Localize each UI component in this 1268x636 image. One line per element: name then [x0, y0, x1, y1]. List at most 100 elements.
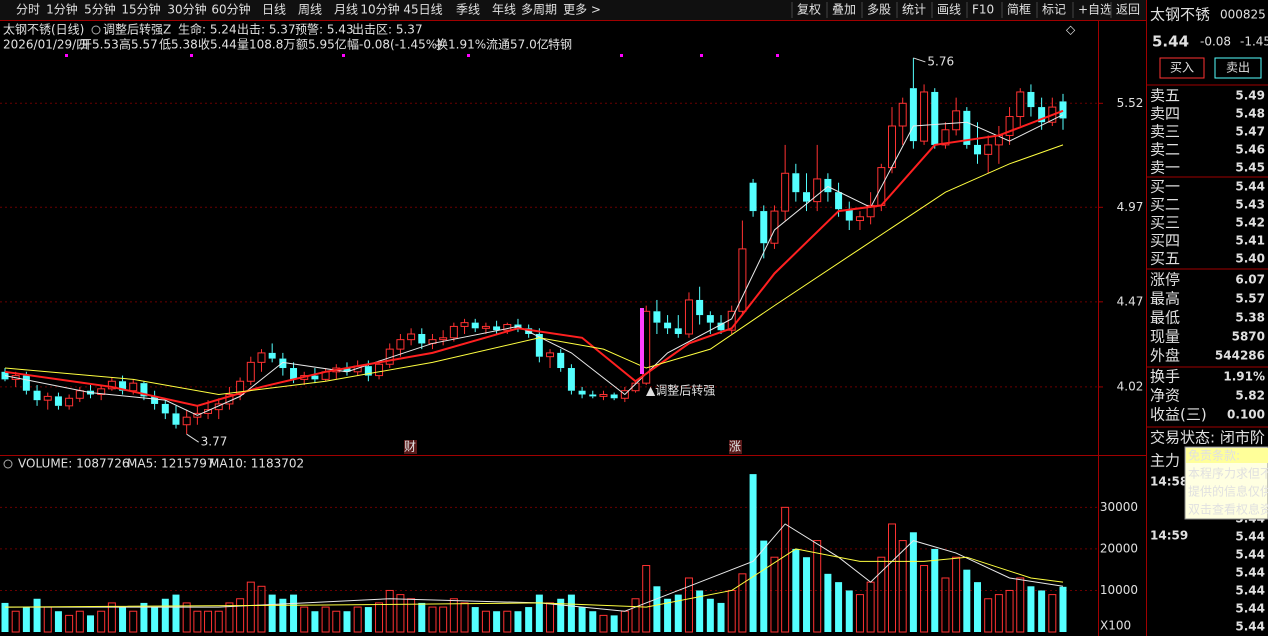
buy-button[interactable] [1159, 57, 1205, 79]
candle-body [268, 352, 276, 359]
tool-button[interactable]: 叠加 [832, 3, 856, 17]
period-tab[interactable]: 更多 > [563, 3, 601, 17]
stock-name: 太钢不锈 [1150, 6, 1210, 24]
tool-button[interactable]: 画线 [937, 3, 961, 17]
period-tab[interactable]: 多周期 [521, 3, 557, 17]
volume-bar [151, 607, 159, 632]
sell-button[interactable] [1214, 57, 1262, 79]
row-label: 净资 [1150, 387, 1180, 405]
volume-bar [994, 594, 1003, 633]
tool-button[interactable]: 标记 [1042, 3, 1066, 17]
volume-bar [460, 602, 469, 633]
tick-price: 5.44 [1235, 530, 1265, 544]
period-tab[interactable]: 年线 [492, 3, 516, 17]
period-tab[interactable]: 周线 [298, 3, 322, 17]
volume-bar [204, 610, 213, 633]
candle-body [449, 325, 458, 339]
row-label: 涨停 [1150, 271, 1180, 289]
volume-bar [321, 606, 330, 633]
candle-body [557, 352, 565, 369]
row-value: 5.43 [1235, 198, 1265, 212]
volume-bar [749, 474, 757, 632]
candle-body [525, 328, 533, 334]
period-tab[interactable]: 5分钟 [84, 2, 116, 17]
period-tab[interactable]: 15分钟 [121, 2, 160, 17]
tool-button[interactable]: +自选 [1078, 3, 1112, 17]
candle-body [236, 380, 245, 395]
volume-bar [792, 548, 800, 632]
volume-bar [642, 565, 651, 633]
indicator-icon [91, 25, 101, 35]
candle-body [311, 375, 319, 380]
candle-body [749, 182, 757, 212]
volume-bar [952, 556, 961, 633]
volume-bar [471, 607, 479, 632]
candle-body [396, 339, 405, 350]
volume-bar [578, 607, 586, 632]
volume-bar [22, 607, 30, 632]
candle-body [182, 416, 191, 426]
volume-bar [1027, 586, 1035, 632]
buy-label[interactable]: 买入 [1170, 61, 1194, 75]
period-tab[interactable]: 30分钟 [167, 2, 206, 17]
candle-body [151, 396, 159, 404]
change: -0.08 [1200, 35, 1231, 49]
period-tab[interactable]: 分时 [16, 3, 40, 17]
row-value: 6.07 [1235, 273, 1265, 287]
info-item: 开5.53 [80, 38, 119, 52]
leader [913, 57, 926, 63]
row-label: 买三 [1150, 214, 1180, 232]
tool-button[interactable]: 复权 [797, 3, 821, 17]
ma-line [4, 144, 1064, 395]
volume-title: VOLUME: 1087726 [18, 457, 130, 471]
candle-body [140, 383, 148, 397]
volume-bar [760, 540, 768, 632]
row-label: 买五 [1150, 250, 1180, 268]
candle-body [97, 388, 106, 395]
volume-bar [941, 577, 950, 633]
tool-button[interactable]: 多股 [867, 3, 891, 17]
volume-bar [525, 607, 533, 632]
change-pct: -1.45 [1240, 35, 1268, 49]
volume-bar [1038, 590, 1046, 632]
candle-body [770, 210, 779, 244]
volume-bar [781, 506, 790, 633]
tool-button[interactable]: 统计 [902, 3, 926, 17]
tool-button[interactable]: 返回 [1116, 3, 1140, 17]
volume-bar [684, 577, 693, 633]
info-item: 幅-0.08(-1.45%) [347, 37, 442, 52]
row-value: 5.46 [1235, 143, 1265, 157]
volume-bar [97, 610, 106, 633]
dots [65, 54, 779, 57]
tool-button[interactable]: 简框 [1007, 3, 1031, 17]
candle-body [824, 178, 832, 193]
period-tab[interactable]: 月线 [334, 3, 358, 17]
tool-button[interactable]: F10 [972, 3, 994, 17]
period-tab[interactable]: 60分钟 [211, 2, 250, 17]
volume-bar [706, 598, 714, 632]
volume-bar [140, 602, 148, 632]
candle-body [43, 395, 52, 401]
period-tab[interactable]: 1分钟 [46, 2, 78, 17]
period-tab[interactable]: 10分钟 [360, 2, 399, 17]
period-tab[interactable]: 季线 [456, 3, 480, 17]
candle-body [119, 381, 127, 391]
candle-body [696, 299, 704, 316]
candle-body [246, 361, 255, 382]
volume-bar [75, 610, 84, 633]
candle-body [941, 129, 950, 146]
volume-bar [214, 610, 223, 633]
info-item: 调整后转强Z [103, 22, 171, 37]
tooltip-line: 双击查看权息资 [1188, 502, 1268, 517]
tooltip-line: 提供的信息仅供 [1188, 484, 1268, 499]
row-label: 最高 [1150, 290, 1180, 308]
period-tab[interactable]: 45日线 [403, 3, 442, 17]
volume-bar [514, 611, 522, 632]
period-tab[interactable]: 日线 [262, 3, 286, 17]
candle-body [364, 366, 372, 376]
toolbar [0, 0, 1146, 20]
info-item: 2026/01/29/四 [3, 38, 88, 52]
sell-label[interactable]: 卖出 [1226, 61, 1250, 75]
volume-bar [920, 565, 929, 633]
volume-bar [182, 602, 191, 633]
